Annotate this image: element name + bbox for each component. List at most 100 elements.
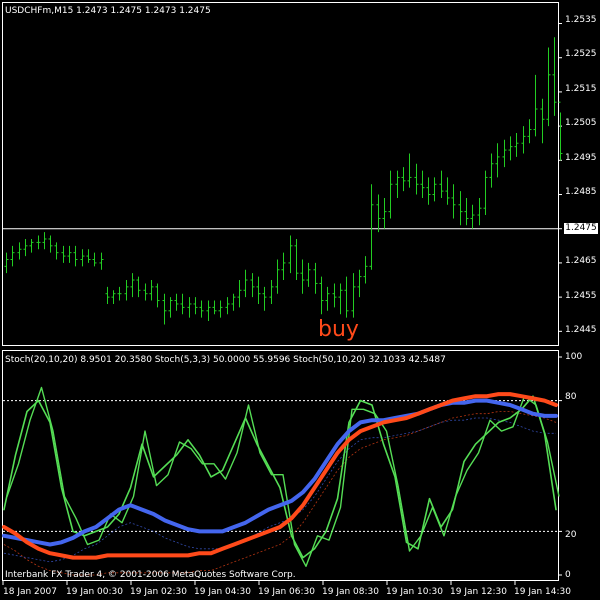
ohlc-bar	[168, 297, 173, 318]
ohlc-bar	[180, 293, 185, 315]
time-axis-label: 19 Jan 10:30	[386, 587, 443, 597]
ohlc-bar	[552, 37, 557, 116]
time-axis-label: 19 Jan 00:30	[66, 587, 123, 597]
ohlc-bar	[558, 101, 563, 161]
ohlc-bar	[124, 280, 129, 301]
ohlc-bar	[162, 293, 167, 325]
ohlc-bar	[149, 280, 154, 301]
ohlc-bar	[54, 242, 59, 260]
price-axis-label: 1.2525	[565, 49, 597, 59]
ohlc-bar	[199, 300, 204, 318]
ohlc-bar	[61, 245, 66, 263]
ohlc-bar	[426, 177, 431, 205]
price-axis-label: 1.2465	[565, 256, 597, 266]
fast-stoch-line	[3, 395, 557, 559]
ohlc-bar	[376, 194, 381, 233]
ohlc-bar	[67, 245, 72, 263]
price-axis-label: 1.2495	[565, 153, 597, 163]
ohlc-bar	[527, 119, 532, 144]
price-axis-label: 1.2485	[565, 187, 597, 197]
ohlc-bar	[470, 204, 475, 229]
mid-stoch-line	[2, 398, 558, 547]
ohlc-bar	[136, 276, 141, 298]
ohlc-bar	[36, 235, 41, 250]
ohlc-bar	[86, 249, 91, 263]
ohlc-bar	[23, 238, 28, 257]
ohlc-bar	[155, 283, 160, 308]
ohlc-bar	[237, 280, 242, 308]
ohlc-bar	[218, 300, 223, 318]
ohlc-bar	[250, 273, 255, 298]
ohlc-bar	[10, 245, 15, 267]
time-axis-label: 19 Jan 12:30	[450, 587, 507, 597]
slow-stoch-line	[2, 392, 558, 560]
ohlc-bar	[495, 143, 500, 178]
ohlc-bar	[294, 238, 299, 281]
price-chart-header: USDCHFm,M15 1.2473 1.2475 1.2473 1.2475	[5, 6, 211, 16]
ohlc-bar	[540, 98, 545, 144]
ohlc-bar	[4, 252, 9, 274]
indicator-panel-frame	[2, 350, 559, 581]
ohlc-bar	[483, 170, 488, 216]
ohlc-bar	[477, 197, 482, 226]
indicator-level-label: 80	[565, 392, 577, 402]
price-axis-label: 1.2445	[565, 325, 597, 335]
ohlc-bar	[187, 297, 192, 318]
ohlc-bar	[206, 300, 211, 322]
ohlc-bar	[332, 283, 337, 308]
slow-stoch-signal-line	[3, 411, 557, 576]
ohlc-bar	[17, 242, 22, 260]
ohlc-bar	[212, 300, 217, 315]
ohlc-bar	[401, 167, 406, 192]
ohlc-bar	[193, 297, 198, 315]
price-panel-frame	[2, 2, 559, 346]
mid-stoch-signal-line	[3, 417, 556, 563]
ohlc-bar	[363, 256, 368, 284]
copyright-footer: Interbank FX Trader 4, © 2001-2006 MetaQ…	[5, 570, 296, 580]
ohlc-bar	[225, 297, 230, 315]
ohlc-bar	[231, 293, 236, 311]
ohlc-bar	[464, 197, 469, 226]
time-axis-label: 19 Jan 02:30	[130, 587, 187, 597]
ohlc-bar	[502, 139, 507, 168]
ohlc-bar	[489, 153, 494, 188]
ohlc-bar	[508, 136, 513, 161]
indicator-header: Stoch(20,10,20) 8.9501 20.3580 Stoch(5,3…	[5, 355, 446, 365]
ohlc-bar	[338, 283, 343, 315]
ohlc-bar	[73, 245, 78, 267]
ohlc-bar	[395, 170, 400, 198]
ohlc-bar	[111, 290, 116, 304]
ohlc-bar	[420, 170, 425, 198]
ohlc-bar	[143, 283, 148, 301]
ohlc-bar	[407, 153, 412, 188]
ohlc-bar	[546, 47, 551, 127]
ohlc-bar	[281, 252, 286, 281]
ohlc-bar	[514, 132, 519, 157]
price-axis-label: 1.2515	[565, 84, 597, 94]
ohlc-bar	[351, 273, 356, 318]
current-price-label: 1.2475	[564, 223, 598, 234]
ohlc-bar	[319, 276, 324, 315]
price-axis-label: 1.2455	[565, 291, 597, 301]
indicator-level-label: 100	[565, 352, 583, 362]
ohlc-bar	[369, 184, 374, 270]
ohlc-bar	[306, 262, 311, 287]
ohlc-bar	[458, 191, 463, 226]
ohlc-bar	[521, 126, 526, 154]
ohlc-bar	[262, 286, 267, 311]
ohlc-bar	[275, 259, 280, 294]
ohlc-bar	[269, 280, 274, 304]
ohlc-bar	[48, 235, 53, 253]
time-axis-label: 18 Jan 2007	[3, 587, 57, 597]
ohlc-bar	[325, 286, 330, 311]
ohlc-bar	[533, 74, 538, 137]
time-axis-label: 19 Jan 04:30	[194, 587, 251, 597]
ohlc-bar	[439, 170, 444, 198]
ohlc-bar	[432, 177, 437, 202]
ohlc-bar	[313, 262, 318, 294]
ohlc-bar	[256, 276, 261, 304]
price-axis-label: 1.2535	[565, 15, 597, 25]
ohlc-bar	[357, 269, 362, 298]
